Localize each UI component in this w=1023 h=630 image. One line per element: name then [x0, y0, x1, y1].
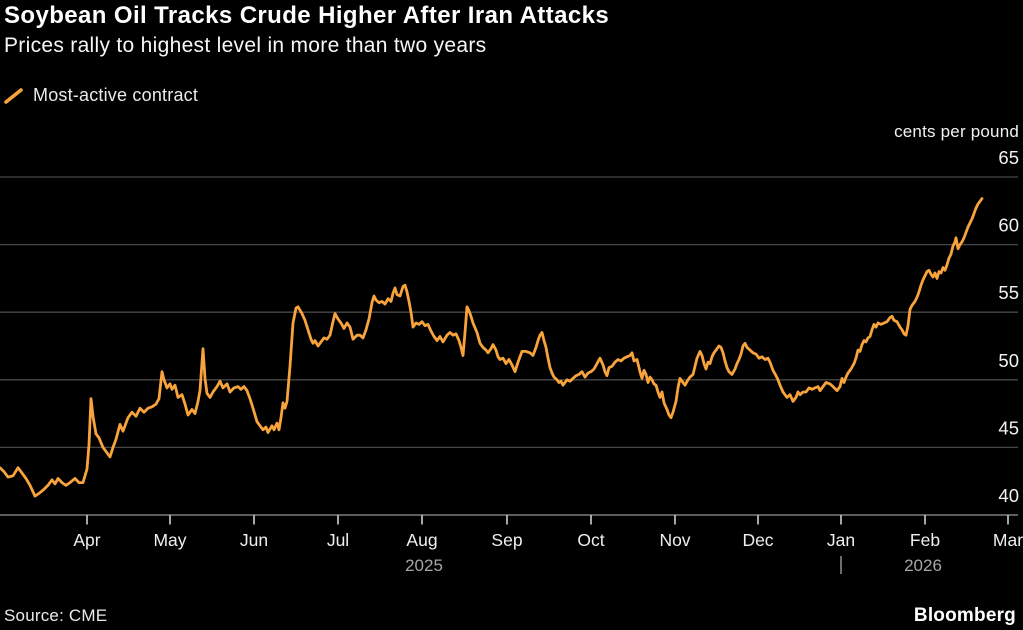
x-tick-label: Apr — [73, 530, 100, 550]
x-tick-label: Feb — [910, 530, 940, 550]
x-tick-label: Nov — [659, 530, 690, 550]
year-label: 2026 — [904, 556, 942, 575]
y-tick-label: 65 — [998, 147, 1019, 168]
y-tick-label: 60 — [998, 215, 1019, 236]
y-tick-label: 50 — [998, 350, 1019, 371]
x-tick-label: Aug — [406, 530, 437, 550]
x-tick-label: Mar — [993, 530, 1023, 550]
y-axis-unit-label: cents per pound — [894, 122, 1019, 141]
x-tick-label: Dec — [742, 530, 773, 550]
year-label: 2025 — [405, 556, 443, 575]
price-line — [0, 197, 984, 498]
x-tick-label: May — [153, 530, 186, 550]
y-tick-label: 45 — [998, 417, 1019, 438]
x-tick-label: Oct — [577, 530, 604, 550]
source-label: Source: CME — [4, 606, 108, 625]
y-tick-label: 55 — [998, 282, 1019, 303]
chart-subtitle: Prices rally to highest level in more th… — [4, 34, 487, 57]
legend: Most-active contract — [4, 85, 198, 106]
chart-title: Soybean Oil Tracks Crude Higher After Ir… — [4, 2, 610, 29]
legend-line-marker-icon — [4, 87, 23, 104]
brand-label: Bloomberg — [913, 605, 1016, 626]
x-tick-label: Jul — [327, 530, 349, 550]
x-tick-label: Jun — [240, 530, 268, 550]
y-tick-label: 40 — [998, 485, 1019, 506]
x-tick-label: Jan — [827, 530, 855, 550]
legend-label: Most-active contract — [33, 85, 199, 105]
x-tick-label: Sep — [491, 530, 522, 550]
